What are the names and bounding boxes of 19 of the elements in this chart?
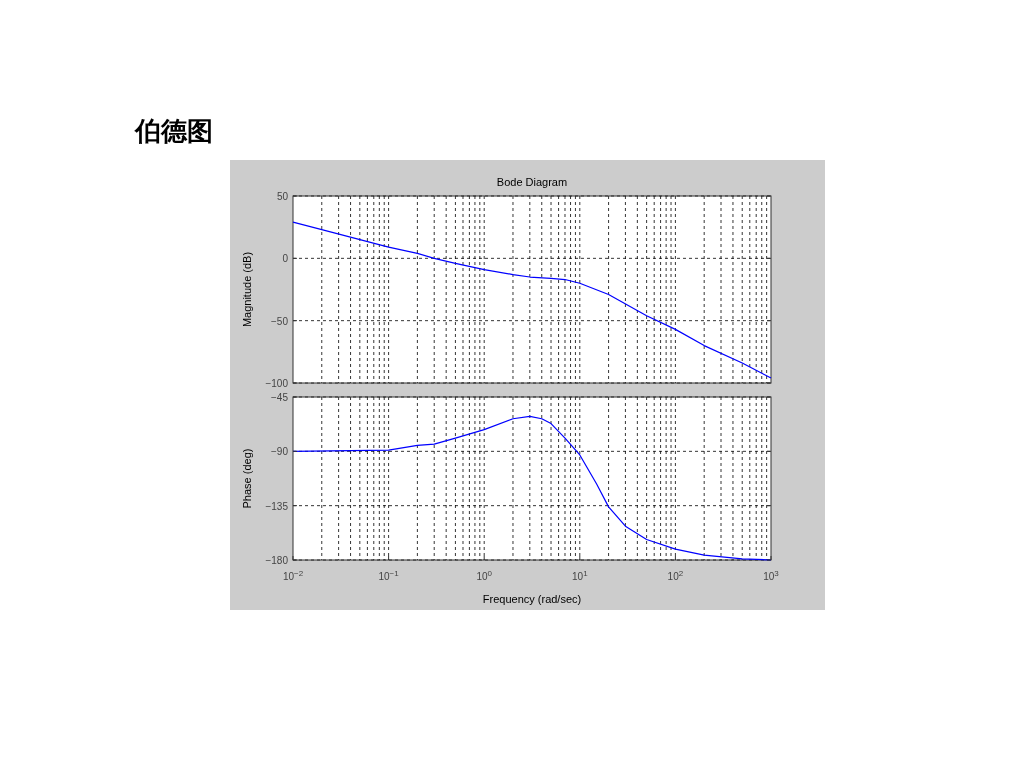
y-tick-label: −50 [271,315,289,327]
chart-subtitle: Bode Diagram [496,176,568,188]
y-tick-label: −90 [271,446,289,458]
x-tick-label: 10$^{−1}$ [378,568,400,582]
y-tick-label: 50 [276,191,289,202]
x-tick-label: 10$^{3}$ [763,568,780,582]
x-axis-title: Frequency (rad/sec) [482,593,582,605]
x-tick-label: 10$^{1}$ [572,568,589,582]
y-tick-label: −45 [271,392,289,403]
y-axis-title: Magnitude (dB) [241,251,253,328]
x-tick-label: 10$^{−2}$ [282,568,304,582]
x-tick-label: 10$^{2}$ [667,568,684,582]
y-tick-label: −100 [265,378,289,389]
x-tick-label: 10$^{0}$ [476,568,493,582]
y-tick-label: −180 [265,555,289,566]
y-axis-title: Phase (deg) [241,448,253,509]
chart-title: 伯德图 [134,116,213,146]
y-tick-label: −135 [265,500,289,512]
y-tick-label: 0 [282,253,289,265]
